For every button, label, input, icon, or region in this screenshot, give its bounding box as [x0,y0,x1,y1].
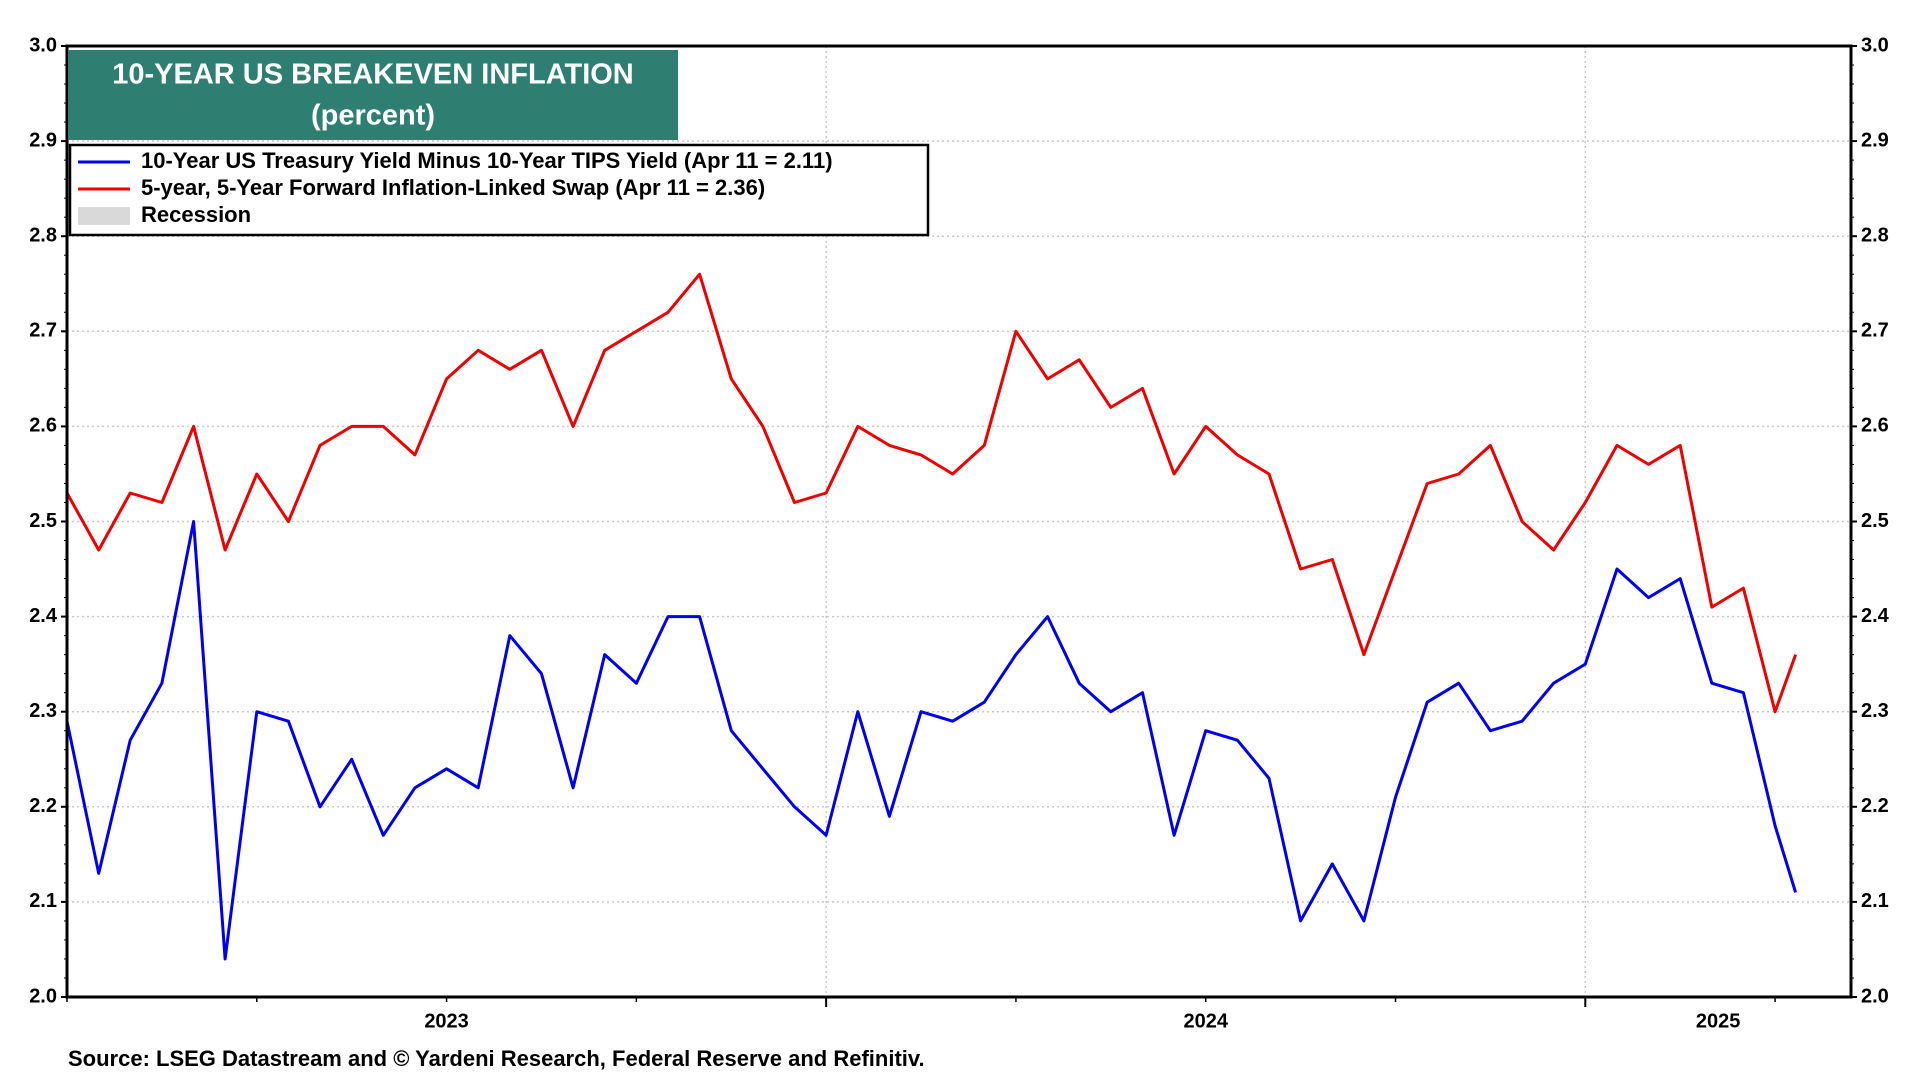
y2-tick-label: 3.0 [1861,34,1889,56]
y2-tick-label: 2.8 [1861,224,1889,246]
y2-tick-label: 2.1 [1861,890,1889,912]
y2-tick-label: 2.7 [1861,320,1889,342]
y2-tick-label: 2.4 [1861,605,1890,627]
y-tick-label: 2.9 [29,129,57,151]
y2-tick-label: 2.2 [1861,795,1889,817]
y-tick-label: 2.1 [29,890,57,912]
y2-tick-label: 2.3 [1861,700,1889,722]
y2-tick-label: 2.9 [1861,129,1889,151]
y-tick-label: 3.0 [29,34,57,56]
legend-swatch [78,207,130,225]
legend: 10-Year US Treasury Yield Minus 10-Year … [68,143,930,237]
y-tick-label: 2.4 [29,605,58,627]
y-tick-label: 2.7 [29,320,57,342]
title-box [68,50,678,140]
y2-tick-label: 2.6 [1861,415,1889,437]
y-tick-label: 2.3 [29,700,57,722]
chart-title: 10-YEAR US BREAKEVEN INFLATION [112,59,634,91]
y2-tick-label: 2.0 [1861,985,1889,1007]
y2-tick-label: 2.5 [1861,510,1889,532]
legend-box [68,143,930,237]
x-tick-label: 2025 [1696,1010,1741,1032]
plot-frame [65,44,1853,999]
legend-label: Recession [141,202,251,227]
series-line [65,520,1798,961]
legend-label: 10-Year US Treasury Yield Minus 10-Year … [141,148,833,173]
y-tick-label: 2.5 [29,510,57,532]
x-tick-label: 2024 [1183,1010,1228,1032]
y-tick-label: 2.2 [29,795,57,817]
x-tick-label: 2023 [424,1010,469,1032]
y-tick-label: 2.0 [29,985,57,1007]
chart-subtitle: (percent) [311,100,435,132]
legend-label: 5-year, 5-Year Forward Inflation-Linked … [141,175,765,200]
series-line [65,272,1798,714]
y-tick-label: 2.6 [29,415,57,437]
y-tick-label: 2.8 [29,224,57,246]
source-note: Source: LSEG Datastream and © Yardeni Re… [68,1046,925,1071]
